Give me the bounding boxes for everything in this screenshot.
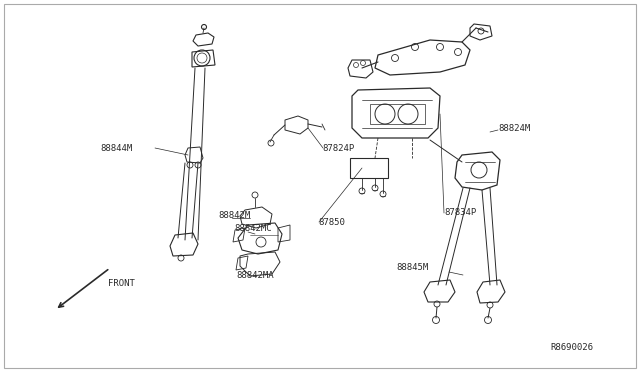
Text: R8690026: R8690026 — [550, 343, 593, 353]
Text: 88824M: 88824M — [498, 124, 531, 132]
Text: 87824P: 87824P — [322, 144, 355, 153]
Text: FRONT: FRONT — [108, 279, 135, 289]
Text: 88842M: 88842M — [218, 211, 250, 219]
Text: 88842MC: 88842MC — [234, 224, 271, 232]
Text: 87834P: 87834P — [444, 208, 476, 217]
Text: 88842MA: 88842MA — [236, 270, 274, 279]
Text: 88844M: 88844M — [100, 144, 132, 153]
Text: 87850: 87850 — [318, 218, 345, 227]
Text: 88845M: 88845M — [396, 263, 428, 273]
